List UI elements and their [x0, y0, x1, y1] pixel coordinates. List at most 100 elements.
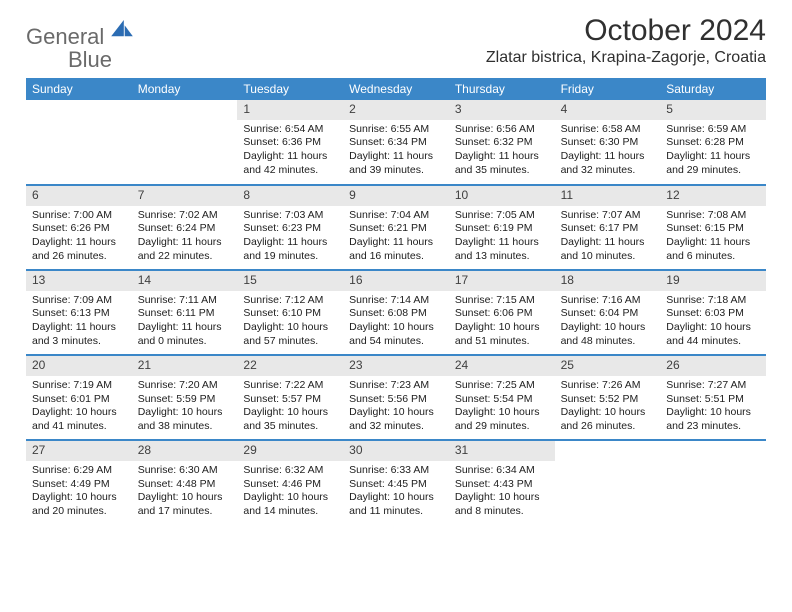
week-row: 6Sunrise: 7:00 AMSunset: 6:26 PMDaylight…	[26, 184, 766, 269]
calendar-cell: 31Sunrise: 6:34 AMSunset: 4:43 PMDayligh…	[449, 439, 555, 524]
day-number: 19	[660, 271, 766, 291]
day-details: Sunrise: 7:23 AMSunset: 5:56 PMDaylight:…	[343, 376, 449, 440]
day-details: Sunrise: 6:30 AMSunset: 4:48 PMDaylight:…	[132, 461, 238, 525]
sunrise-text: Sunrise: 7:16 AM	[561, 294, 655, 308]
sunset-text: Sunset: 5:51 PM	[666, 393, 760, 407]
daylight-text: Daylight: 11 hours and 10 minutes.	[561, 236, 655, 263]
calendar-cell: 27Sunrise: 6:29 AMSunset: 4:49 PMDayligh…	[26, 439, 132, 524]
sunset-text: Sunset: 6:36 PM	[243, 136, 337, 150]
day-number: 4	[555, 100, 661, 120]
calendar-cell-empty	[660, 439, 766, 524]
calendar-cell: 23Sunrise: 7:23 AMSunset: 5:56 PMDayligh…	[343, 354, 449, 439]
sunset-text: Sunset: 6:30 PM	[561, 136, 655, 150]
calendar-cell: 26Sunrise: 7:27 AMSunset: 5:51 PMDayligh…	[660, 354, 766, 439]
daylight-text: Daylight: 11 hours and 13 minutes.	[455, 236, 549, 263]
calendar-cell: 16Sunrise: 7:14 AMSunset: 6:08 PMDayligh…	[343, 269, 449, 354]
calendar-cell: 28Sunrise: 6:30 AMSunset: 4:48 PMDayligh…	[132, 439, 238, 524]
calendar-cell: 29Sunrise: 6:32 AMSunset: 4:46 PMDayligh…	[237, 439, 343, 524]
location: Zlatar bistrica, Krapina-Zagorje, Croati…	[486, 49, 766, 67]
day-details: Sunrise: 6:56 AMSunset: 6:32 PMDaylight:…	[449, 120, 555, 184]
day-details: Sunrise: 7:14 AMSunset: 6:08 PMDaylight:…	[343, 291, 449, 355]
sunset-text: Sunset: 6:03 PM	[666, 307, 760, 321]
sunrise-text: Sunrise: 6:29 AM	[32, 464, 126, 478]
day-details: Sunrise: 6:29 AMSunset: 4:49 PMDaylight:…	[26, 461, 132, 525]
day-number: 16	[343, 271, 449, 291]
daylight-text: Daylight: 11 hours and 29 minutes.	[666, 150, 760, 177]
daylight-text: Daylight: 11 hours and 32 minutes.	[561, 150, 655, 177]
week-row: 27Sunrise: 6:29 AMSunset: 4:49 PMDayligh…	[26, 439, 766, 524]
day-number: 18	[555, 271, 661, 291]
day-number: 29	[237, 441, 343, 461]
sunrise-text: Sunrise: 6:59 AM	[666, 123, 760, 137]
day-number: 23	[343, 356, 449, 376]
day-details: Sunrise: 6:59 AMSunset: 6:28 PMDaylight:…	[660, 120, 766, 184]
sunset-text: Sunset: 5:56 PM	[349, 393, 443, 407]
logo-part1: General	[26, 24, 104, 49]
sunset-text: Sunset: 5:59 PM	[138, 393, 232, 407]
day-details: Sunrise: 7:15 AMSunset: 6:06 PMDaylight:…	[449, 291, 555, 355]
sunrise-text: Sunrise: 7:19 AM	[32, 379, 126, 393]
day-header-tue: Tuesday	[237, 78, 343, 100]
day-number: 14	[132, 271, 238, 291]
daylight-text: Daylight: 10 hours and 20 minutes.	[32, 491, 126, 518]
day-number: 12	[660, 186, 766, 206]
week-row: 1Sunrise: 6:54 AMSunset: 6:36 PMDaylight…	[26, 100, 766, 184]
calendar-cell: 1Sunrise: 6:54 AMSunset: 6:36 PMDaylight…	[237, 100, 343, 184]
day-number: 11	[555, 186, 661, 206]
sunrise-text: Sunrise: 7:20 AM	[138, 379, 232, 393]
day-number: 3	[449, 100, 555, 120]
sunset-text: Sunset: 6:17 PM	[561, 222, 655, 236]
day-number: 27	[26, 441, 132, 461]
sunset-text: Sunset: 6:23 PM	[243, 222, 337, 236]
day-number: 21	[132, 356, 238, 376]
day-details: Sunrise: 7:07 AMSunset: 6:17 PMDaylight:…	[555, 206, 661, 270]
day-number: 31	[449, 441, 555, 461]
daylight-text: Daylight: 11 hours and 22 minutes.	[138, 236, 232, 263]
sunset-text: Sunset: 6:10 PM	[243, 307, 337, 321]
sunrise-text: Sunrise: 7:27 AM	[666, 379, 760, 393]
day-details: Sunrise: 7:26 AMSunset: 5:52 PMDaylight:…	[555, 376, 661, 440]
logo: General Blue	[26, 20, 133, 72]
day-details: Sunrise: 7:22 AMSunset: 5:57 PMDaylight:…	[237, 376, 343, 440]
sunrise-text: Sunrise: 7:23 AM	[349, 379, 443, 393]
day-number: 22	[237, 356, 343, 376]
sunrise-text: Sunrise: 6:33 AM	[349, 464, 443, 478]
day-details: Sunrise: 7:25 AMSunset: 5:54 PMDaylight:…	[449, 376, 555, 440]
sunrise-text: Sunrise: 7:08 AM	[666, 209, 760, 223]
daylight-text: Daylight: 10 hours and 35 minutes.	[243, 406, 337, 433]
header: General Blue October 2024 Zlatar bistric…	[26, 14, 766, 72]
daylight-text: Daylight: 10 hours and 11 minutes.	[349, 491, 443, 518]
week-row: 20Sunrise: 7:19 AMSunset: 6:01 PMDayligh…	[26, 354, 766, 439]
calendar-cell: 7Sunrise: 7:02 AMSunset: 6:24 PMDaylight…	[132, 184, 238, 269]
logo-text: General Blue	[26, 20, 133, 72]
calendar-cell: 10Sunrise: 7:05 AMSunset: 6:19 PMDayligh…	[449, 184, 555, 269]
daylight-text: Daylight: 11 hours and 35 minutes.	[455, 150, 549, 177]
daylight-text: Daylight: 11 hours and 39 minutes.	[349, 150, 443, 177]
day-header-mon: Monday	[132, 78, 238, 100]
day-header-fri: Friday	[555, 78, 661, 100]
day-details: Sunrise: 7:09 AMSunset: 6:13 PMDaylight:…	[26, 291, 132, 355]
day-number: 24	[449, 356, 555, 376]
calendar-cell-empty	[26, 100, 132, 184]
sunrise-text: Sunrise: 7:00 AM	[32, 209, 126, 223]
sunrise-text: Sunrise: 6:54 AM	[243, 123, 337, 137]
day-details: Sunrise: 7:05 AMSunset: 6:19 PMDaylight:…	[449, 206, 555, 270]
calendar-cell: 14Sunrise: 7:11 AMSunset: 6:11 PMDayligh…	[132, 269, 238, 354]
calendar-cell: 13Sunrise: 7:09 AMSunset: 6:13 PMDayligh…	[26, 269, 132, 354]
daylight-text: Daylight: 10 hours and 29 minutes.	[455, 406, 549, 433]
day-details: Sunrise: 7:08 AMSunset: 6:15 PMDaylight:…	[660, 206, 766, 270]
logo-part2: Blue	[68, 47, 112, 72]
sunrise-text: Sunrise: 7:11 AM	[138, 294, 232, 308]
week-row: 13Sunrise: 7:09 AMSunset: 6:13 PMDayligh…	[26, 269, 766, 354]
calendar-cell: 17Sunrise: 7:15 AMSunset: 6:06 PMDayligh…	[449, 269, 555, 354]
daylight-text: Daylight: 10 hours and 57 minutes.	[243, 321, 337, 348]
sunset-text: Sunset: 4:46 PM	[243, 478, 337, 492]
day-details: Sunrise: 7:18 AMSunset: 6:03 PMDaylight:…	[660, 291, 766, 355]
day-number: 6	[26, 186, 132, 206]
day-details: Sunrise: 7:12 AMSunset: 6:10 PMDaylight:…	[237, 291, 343, 355]
sunset-text: Sunset: 4:48 PM	[138, 478, 232, 492]
sunrise-text: Sunrise: 7:15 AM	[455, 294, 549, 308]
sunrise-text: Sunrise: 6:32 AM	[243, 464, 337, 478]
day-details: Sunrise: 6:32 AMSunset: 4:46 PMDaylight:…	[237, 461, 343, 525]
daylight-text: Daylight: 10 hours and 26 minutes.	[561, 406, 655, 433]
